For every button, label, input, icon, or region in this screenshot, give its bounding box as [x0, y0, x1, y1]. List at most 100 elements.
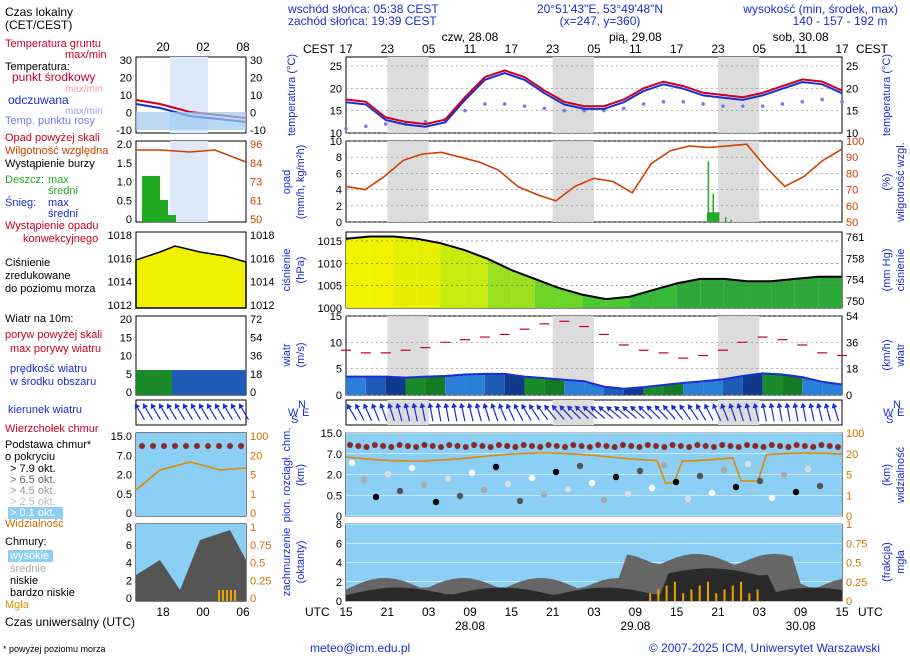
- wind-arrow: [606, 406, 622, 419]
- high-cloud-swatch: [8, 550, 53, 562]
- dew-point: [463, 108, 467, 113]
- wind-kmh-tick: 36: [846, 337, 858, 349]
- footer-copyright: © 2007-2025 ICM, Uniwersytet Warszawski: [649, 641, 880, 655]
- dew-point: [383, 122, 388, 126]
- mini-tick: 10: [120, 351, 132, 363]
- wind-arrow: [792, 402, 799, 422]
- dew-point: [641, 102, 646, 106]
- mini-tick: 0: [126, 593, 132, 605]
- mini-tick: 5: [126, 369, 132, 381]
- mini-tick: 1012: [250, 300, 274, 312]
- wind-arrow: [346, 403, 358, 421]
- wind-arrow: [776, 402, 783, 422]
- dew-point: [344, 126, 348, 131]
- cloud-top-dot: [537, 444, 544, 450]
- legend-wind-speed: prędkość wiatru: [10, 363, 87, 375]
- humidity-axis-title: wilgotność wzgl.: [895, 142, 907, 222]
- mini-wind-arrow: [230, 403, 242, 421]
- legend-humidity: Wilgotność względna: [5, 145, 109, 157]
- visibility-tick: 0: [846, 511, 852, 523]
- cloud-base-dot: [612, 473, 620, 481]
- mini-tick: 20: [250, 450, 262, 462]
- cloud-base-dot: [444, 475, 452, 483]
- mini-tick: 8: [126, 522, 132, 534]
- dew-point: [542, 106, 547, 111]
- rain-bar: [724, 217, 727, 222]
- date-label: 30.08: [786, 619, 816, 633]
- legend-okt3: > 4.5 okt.: [10, 485, 56, 497]
- pressure-fill: [794, 276, 819, 308]
- cover-tick: 0: [336, 596, 342, 608]
- cloud-top-dot: [504, 443, 511, 449]
- mini-tick: 73: [250, 177, 262, 189]
- legend-snow-mid: średni: [48, 208, 78, 220]
- legend-cloud-base1: Podstawa chmur*: [5, 439, 92, 451]
- mini-wind-arrow: [150, 403, 162, 421]
- mini-tick: 30: [120, 55, 132, 67]
- cloud-top-dot: [636, 444, 643, 450]
- cloud-base-dot: [360, 476, 368, 484]
- fog-bar: [665, 585, 668, 601]
- mini-tick: 36: [250, 351, 262, 363]
- cest-hour-tick: 17: [670, 42, 684, 56]
- cloud-top-dot: [380, 443, 387, 449]
- fog-bar: [649, 593, 652, 601]
- cloud-top-dot: [801, 443, 808, 449]
- utc-hour-tick: 03: [422, 605, 436, 619]
- legend-rain-mid: średni: [48, 185, 78, 197]
- mini-tick: 1014: [108, 277, 132, 289]
- wind-speed-fill: [405, 376, 426, 395]
- cloud-axis-unit: (km): [295, 464, 307, 486]
- wind-arrow: [831, 402, 840, 422]
- mini-tick: 0: [250, 387, 256, 399]
- legend-visibility: Widzialność: [5, 518, 64, 530]
- mini-wind-arrow: [158, 403, 170, 421]
- wind-arrow: [371, 403, 380, 422]
- cloud-base-dot: [528, 474, 536, 482]
- cover-tick: 4: [336, 558, 342, 570]
- cloud-top-dot: [446, 442, 453, 448]
- legend-high: wysokie: [9, 550, 49, 562]
- precip-tick: 0: [336, 217, 342, 229]
- mini-tick: 30: [250, 55, 262, 67]
- height-title: wysokość (min, środek, max): [742, 2, 898, 16]
- fog-axis-unit: (frakcja): [881, 542, 893, 582]
- wind-kmh-tick: 0: [846, 390, 852, 402]
- very-low-cloud-fill: [346, 568, 842, 601]
- precip-tick: 2: [336, 201, 342, 213]
- visibility-axis-title: widzialność: [895, 446, 907, 504]
- mini-tick: 0: [250, 508, 256, 520]
- legend-wind-at: Wiatr na 10m:: [5, 313, 73, 325]
- mini-tick: 0.5: [117, 195, 132, 207]
- cloud-top-dot: [653, 443, 660, 449]
- wind-arrow: [582, 405, 598, 419]
- cloud-top-dot: [785, 444, 792, 450]
- mini-wind-arrow: [182, 403, 194, 421]
- wind-arrow: [574, 405, 590, 420]
- cloud-top-dot: [471, 442, 478, 448]
- cloud-base-dot: [408, 464, 416, 472]
- wind-arrow: [529, 404, 540, 421]
- mini-wind-arrow: [166, 403, 178, 421]
- legend-storm: Wystąpienie burzy: [5, 158, 95, 170]
- pressure-fill: [440, 243, 465, 308]
- cloud-top-dot: [562, 444, 569, 450]
- mini-tick: 0.75: [250, 540, 271, 552]
- cloud-top-dot: [835, 444, 841, 450]
- mini-tick: 15.0: [111, 431, 132, 443]
- compass-letter-left: E: [302, 407, 309, 419]
- mini-tick: 72: [250, 314, 262, 326]
- mini-tick: 7.0: [117, 450, 132, 462]
- utc-hour-tick: 15: [835, 605, 849, 619]
- legend-very-low: bardzo niskie: [10, 587, 75, 599]
- temp-tick: 20: [330, 83, 342, 95]
- legend-clouds: Chmury:: [5, 536, 47, 548]
- legend-cloud-base2: o pokryciu: [5, 451, 55, 463]
- mini-tick: 10: [120, 90, 132, 102]
- day-label: sob, 30.08: [773, 30, 829, 44]
- wind-arrow: [614, 406, 630, 419]
- cloud-top-dot: [702, 443, 709, 449]
- wind-speed-line: [346, 372, 843, 390]
- utc-hour-tick: 15: [505, 605, 519, 619]
- mini-tick: 1018: [108, 230, 132, 242]
